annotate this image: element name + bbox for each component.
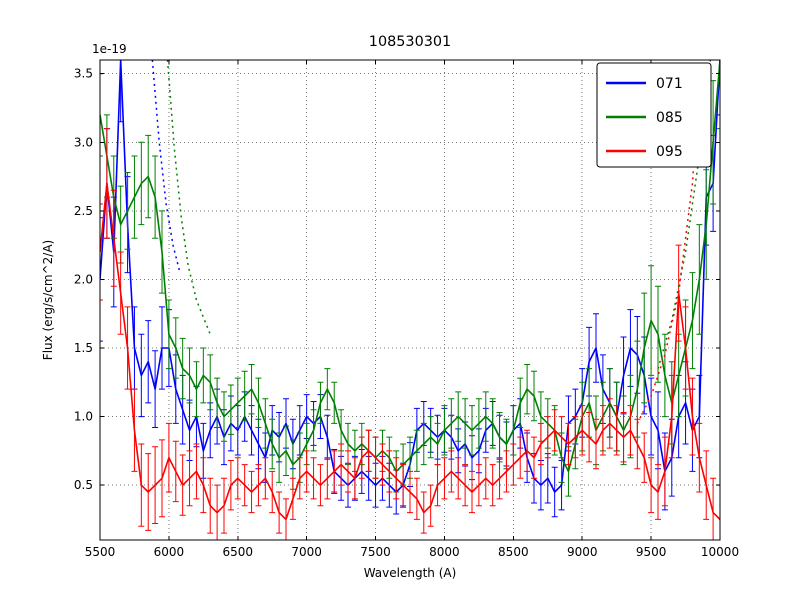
x-axis-label: Wavelength (A) <box>364 566 457 580</box>
y-tick-label: 2.5 <box>74 204 93 218</box>
x-tick-label: 10000 <box>701 545 739 559</box>
x-tick-label: 7500 <box>360 545 391 559</box>
y-tick-label: 0.5 <box>74 478 93 492</box>
legend-label-095: 095 <box>656 144 683 160</box>
legend-label-085: 085 <box>656 110 683 126</box>
plot-area <box>100 60 720 540</box>
dotted-095-model-right <box>636 60 702 424</box>
plot-title: 108530301 <box>369 34 451 50</box>
x-tick-label: 8000 <box>429 545 460 559</box>
x-tick-label: 5500 <box>85 545 116 559</box>
line-095 <box>100 182 720 521</box>
legend-box <box>596 62 712 168</box>
x-tick-label: 6000 <box>154 545 185 559</box>
x-tick-label: 9500 <box>636 545 667 559</box>
y-offset-label: 1e-19 <box>92 42 127 56</box>
legend: 071 085 095 <box>596 62 712 168</box>
y-tick-label: 1.5 <box>74 341 93 355</box>
y-tick-label: 3.0 <box>74 135 93 149</box>
axes-frame <box>99 59 721 541</box>
legend-label-071: 071 <box>656 76 683 92</box>
x-tick-label: 8500 <box>498 545 529 559</box>
dotted-071-model-left <box>151 60 181 273</box>
y-tick-label: 1.0 <box>74 410 93 424</box>
x-tick-label: 9000 <box>567 545 598 559</box>
tick-marks <box>99 60 721 540</box>
x-tick-label: 7000 <box>291 545 322 559</box>
y-tick-label: 2.0 <box>74 272 93 286</box>
y-tick-label: 3.5 <box>74 67 93 81</box>
y-axis-label: Flux (erg/s/cm^2/A) <box>41 240 55 360</box>
series-095 <box>100 128 720 540</box>
x-tick-label: 6500 <box>223 545 254 559</box>
